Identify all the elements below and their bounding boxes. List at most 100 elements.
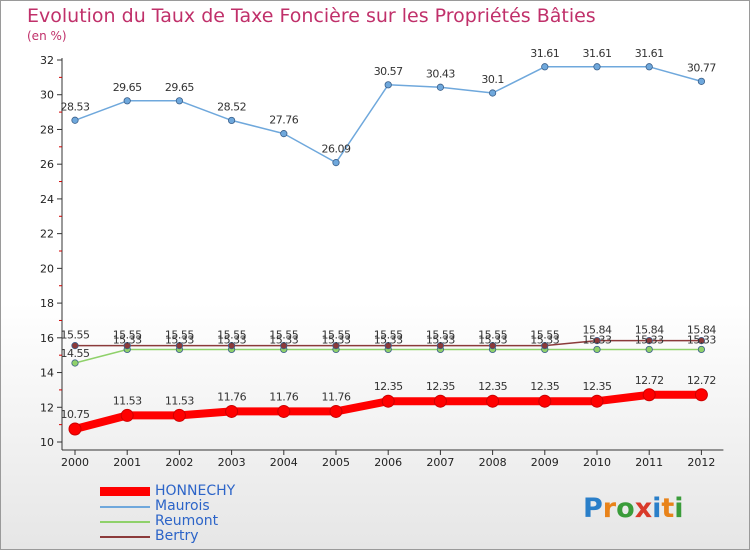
data-point-bertry [228, 342, 236, 350]
data-label-honnechy: 12.35 [478, 380, 507, 393]
y-tick-label: 28 [40, 123, 54, 136]
proxiti-logo: Proxiti [583, 493, 684, 524]
x-tick-label: 2009 [531, 456, 559, 469]
series-lines [71, 66, 706, 433]
data-label-maurois: 30.77 [687, 61, 716, 74]
data-point-maurois [71, 116, 79, 124]
data-label-bertry: 15.84 [687, 324, 716, 337]
data-point-honnechy [172, 408, 186, 422]
logo-letter: t [661, 493, 674, 524]
data-point-maurois [541, 63, 549, 71]
data-point-bertry [541, 342, 549, 350]
data-labels: 10.75 11.53 11.53 11.76 11.76 11.76 12.35 12.35… [61, 47, 717, 421]
legend-swatch-honnechy [100, 487, 150, 496]
data-point-honnechy [381, 394, 395, 408]
data-point-maurois [593, 63, 601, 71]
data-point-maurois [228, 116, 236, 125]
y-tick-label: 32 [40, 54, 54, 67]
data-label-maurois: 28.52 [217, 100, 246, 113]
data-label-maurois: 30.57 [374, 65, 403, 78]
data-point-maurois [123, 97, 131, 105]
data-point-bertry [488, 342, 497, 350]
logo-letter: r [603, 493, 617, 524]
data-point-reumont [697, 345, 706, 354]
data-label-maurois: 31.61 [530, 47, 559, 60]
data-point-reumont [593, 345, 601, 354]
data-label-maurois: 31.61 [635, 47, 664, 60]
y-tick-label: 22 [40, 228, 54, 241]
logo-letter: x [635, 493, 652, 524]
y-tick-label: 10 [40, 436, 54, 449]
legend-label-reumont: Reumont [155, 513, 219, 529]
data-point-honnechy [538, 394, 552, 408]
data-point-maurois [488, 89, 497, 97]
data-label-maurois: 28.53 [61, 100, 90, 113]
logo-letter: i [652, 493, 661, 524]
legend-label-bertry: Bertry [155, 528, 199, 544]
data-point-honnechy [486, 394, 500, 408]
data-label-bertry: 15.55 [269, 329, 298, 342]
logo-text: Proxiti [583, 493, 684, 524]
data-label-bertry: 15.55 [217, 329, 246, 342]
data-label-reumont: 15.33 [322, 333, 351, 346]
x-tick-label: 2011 [635, 456, 663, 469]
y-tick-label: 14 [40, 367, 54, 380]
data-point-bertry [71, 342, 79, 350]
data-label-maurois: 30.1 [481, 73, 504, 86]
data-label-reumont: 15.33 [426, 333, 455, 346]
data-label-reumont: 15.33 [530, 333, 559, 346]
data-label-maurois: 30.43 [426, 67, 455, 80]
y-tick-label: 30 [40, 89, 54, 102]
y-tick-label: 16 [40, 332, 54, 345]
data-label-bertry: 15.55 [478, 329, 507, 342]
x-tick-label: 2008 [479, 456, 507, 469]
y-tick-label: 24 [40, 193, 54, 206]
data-label-bertry: 15.55 [113, 329, 142, 342]
legend-swatch-maurois [100, 506, 150, 508]
data-label-honnechy: 12.35 [583, 380, 612, 393]
data-point-honnechy [120, 408, 134, 422]
data-label-honnechy: 11.53 [113, 394, 142, 407]
y-tick-label: 18 [40, 297, 54, 310]
data-point-bertry [645, 336, 653, 345]
data-point-bertry [332, 342, 340, 350]
x-tick-label: 2010 [583, 456, 611, 469]
data-label-maurois: 29.65 [165, 81, 194, 94]
data-label-reumont: 15.33 [113, 333, 142, 346]
data-point-bertry [280, 342, 288, 350]
data-label-bertry: 15.55 [530, 329, 559, 342]
data-point-maurois [384, 81, 392, 89]
data-label-honnechy: 11.76 [269, 390, 298, 403]
data-label-reumont: 15.33 [635, 333, 664, 346]
data-label-honnechy: 10.75 [61, 408, 90, 421]
data-point-honnechy [225, 404, 239, 418]
data-point-maurois [280, 130, 288, 138]
data-point-reumont [71, 359, 79, 367]
data-point-bertry [384, 342, 392, 350]
x-tick-label: 2006 [374, 456, 402, 469]
data-label-reumont: 15.33 [478, 333, 507, 346]
data-label-honnechy: 12.72 [635, 374, 664, 387]
data-label-bertry: 15.55 [426, 329, 455, 342]
data-point-honnechy [694, 388, 708, 402]
data-label-reumont: 15.33 [687, 333, 716, 346]
data-label-reumont: 15.33 [165, 333, 194, 346]
data-label-bertry: 15.84 [583, 324, 612, 337]
data-label-honnechy: 12.35 [530, 380, 559, 393]
x-tick-label: 2005 [322, 456, 350, 469]
x-tick-label: 2000 [61, 456, 89, 469]
data-point-reumont [645, 345, 653, 354]
series-points [68, 63, 708, 436]
x-tick-label: 2001 [113, 456, 141, 469]
data-label-maurois: 31.61 [583, 47, 612, 60]
data-point-bertry [697, 336, 706, 345]
data-point-honnechy [277, 404, 291, 418]
data-label-honnechy: 11.76 [217, 390, 246, 403]
logo-letter: P [583, 493, 603, 524]
logo-letter: o [616, 493, 635, 524]
chart-axes: 10 12 14 16 18 20 22 24 26 28 30 32 2000 2001 2002 2003… [40, 54, 724, 469]
data-point-maurois [645, 63, 653, 71]
data-point-maurois [332, 159, 340, 167]
data-label-maurois: 26.09 [322, 143, 351, 156]
